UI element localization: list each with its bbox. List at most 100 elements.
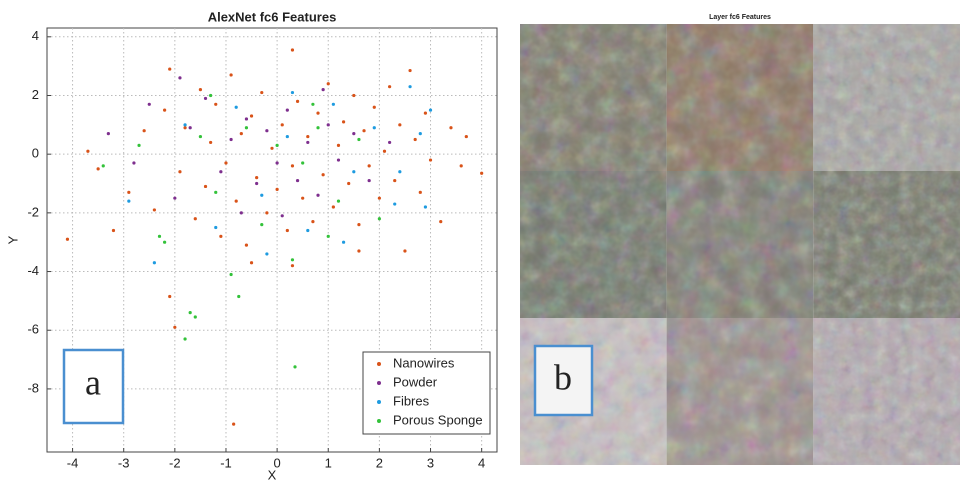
feature-texture — [813, 171, 960, 318]
point — [398, 170, 402, 174]
point — [142, 129, 146, 133]
point — [132, 161, 136, 165]
legend-label: Fibres — [393, 393, 430, 408]
point — [275, 143, 279, 147]
y-tick-label: 2 — [32, 87, 39, 102]
point — [459, 164, 463, 168]
point — [127, 199, 131, 203]
legend-marker — [377, 419, 381, 423]
point — [418, 132, 422, 136]
point — [464, 134, 468, 139]
point — [152, 261, 156, 265]
chart-title: AlexNet fc6 Features — [208, 9, 337, 24]
point — [101, 164, 105, 168]
point — [224, 161, 228, 165]
point — [173, 325, 177, 329]
feature-texture — [666, 24, 814, 171]
scatter-plot: -4 -3 -2 -1 0 1 2 3 4 -8 -6 -4 -2 0 2 4 — [27, 28, 497, 470]
x-tick-label: -3 — [118, 455, 130, 470]
point — [341, 240, 346, 244]
point — [331, 205, 335, 209]
point — [372, 105, 376, 109]
point — [306, 140, 310, 145]
point — [106, 132, 110, 136]
point — [193, 217, 197, 221]
point — [357, 137, 361, 142]
point — [290, 258, 295, 262]
point — [290, 90, 295, 95]
point — [275, 187, 279, 191]
point — [234, 199, 238, 203]
x-axis-label: X — [268, 467, 277, 481]
point — [96, 167, 100, 171]
point — [428, 108, 433, 112]
point — [260, 90, 264, 95]
y-tick-label: 4 — [32, 28, 39, 43]
feature-texture — [666, 318, 814, 465]
x-tick-label: 2 — [376, 455, 383, 470]
point — [280, 214, 284, 218]
point — [306, 134, 310, 139]
point — [377, 196, 381, 200]
point — [393, 178, 397, 183]
point — [377, 217, 381, 221]
point — [336, 199, 341, 203]
point — [357, 249, 361, 253]
point — [249, 261, 254, 265]
point — [449, 126, 453, 130]
point — [183, 123, 187, 127]
feature-texture — [520, 171, 667, 318]
point — [214, 102, 218, 106]
point — [260, 193, 264, 197]
point — [285, 134, 289, 139]
legend-marker — [377, 362, 381, 366]
point — [275, 161, 279, 165]
point — [244, 117, 249, 121]
point — [270, 146, 274, 150]
point — [229, 137, 233, 142]
point — [249, 114, 254, 118]
point — [352, 132, 356, 136]
point — [301, 161, 305, 165]
point — [198, 134, 203, 139]
point — [255, 176, 259, 180]
point — [239, 132, 243, 136]
point — [280, 123, 284, 127]
point — [311, 102, 315, 106]
y-axis-label: Y — [5, 235, 20, 244]
point — [65, 237, 70, 241]
point — [188, 311, 192, 315]
point — [203, 184, 208, 189]
point — [265, 252, 269, 256]
point — [423, 111, 428, 115]
point — [163, 108, 167, 112]
point — [203, 96, 208, 101]
point — [372, 126, 376, 130]
y-tick-label: -6 — [27, 322, 39, 337]
point — [265, 129, 269, 133]
point — [321, 88, 325, 92]
point — [388, 140, 392, 145]
point — [214, 225, 218, 230]
point — [418, 190, 422, 194]
point — [168, 67, 172, 71]
point — [347, 181, 351, 186]
point — [244, 126, 249, 130]
point — [285, 228, 289, 233]
legend-box — [362, 351, 491, 435]
feature-texture — [666, 171, 814, 318]
point — [183, 337, 187, 341]
point — [336, 143, 341, 147]
legend-label: Nanowires — [393, 355, 455, 370]
point — [260, 222, 264, 227]
feature-texture — [813, 24, 960, 171]
point — [127, 190, 131, 194]
point — [168, 294, 172, 299]
point — [357, 222, 361, 227]
point — [229, 272, 233, 277]
y-tick-label: -2 — [27, 204, 39, 219]
panel-label: a — [85, 362, 101, 402]
panel-label-box — [62, 348, 125, 425]
y-tick-label: 0 — [32, 146, 39, 161]
point — [290, 164, 295, 168]
